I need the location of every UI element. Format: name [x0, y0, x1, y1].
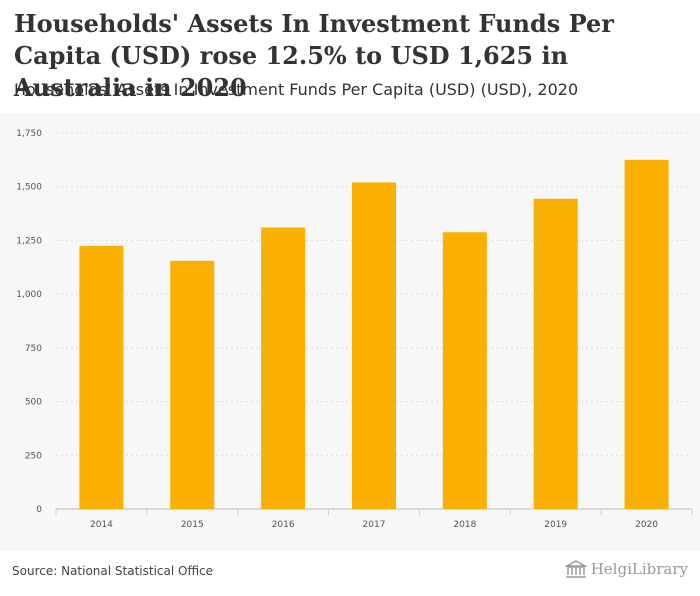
y-tick-label: 1,000: [16, 290, 42, 300]
x-tick-label: 2015: [181, 520, 204, 530]
x-axis-ticks: 2014 2015 2016 2017 2018 2019 2020: [55, 509, 693, 530]
y-tick-label: 1,500: [16, 183, 42, 193]
y-tick-label: 1,750: [16, 129, 42, 139]
bar-2020: [624, 159, 669, 509]
y-tick-label: 0: [36, 505, 42, 515]
y-axis-ticks: 0 250 500 750 1,000 1,250 1,500 1,750: [16, 129, 42, 515]
x-tick-label: 2020: [635, 520, 658, 530]
helgilibrary-logo[interactable]: HelgiLibrary: [564, 560, 688, 578]
bar-2014: [79, 245, 124, 510]
y-tick-label: 1,250: [16, 236, 42, 246]
chart-panel: 0 250 500 750 1,000 1,250 1,500 1,750 2014 2015 2…: [0, 113, 700, 551]
library-building-icon: [564, 560, 587, 578]
x-tick-label: 2019: [544, 520, 567, 530]
source-note: Source: National Statistical Office: [12, 564, 214, 578]
y-tick-label: 500: [25, 398, 42, 408]
y-tick-label: 750: [25, 344, 42, 354]
logo-text: HelgiLibrary: [590, 560, 688, 578]
chart-subtitle: Households' Assets In Investment Funds P…: [14, 80, 579, 99]
bars: [79, 159, 669, 510]
bar-2019: [533, 198, 578, 509]
grid-lines: [56, 132, 692, 510]
x-tick-label: 2014: [90, 520, 113, 530]
bar-2016: [261, 227, 306, 509]
bar-2018: [442, 232, 487, 509]
x-tick-label: 2018: [453, 520, 476, 530]
x-tick-label: 2016: [272, 520, 295, 530]
y-tick-label: 250: [25, 451, 42, 461]
bar-2017: [352, 182, 396, 509]
x-tick-label: 2017: [363, 520, 386, 530]
bar-2015: [170, 260, 215, 509]
chart-headline: Households' Assets In Investment Funds P…: [14, 9, 614, 102]
